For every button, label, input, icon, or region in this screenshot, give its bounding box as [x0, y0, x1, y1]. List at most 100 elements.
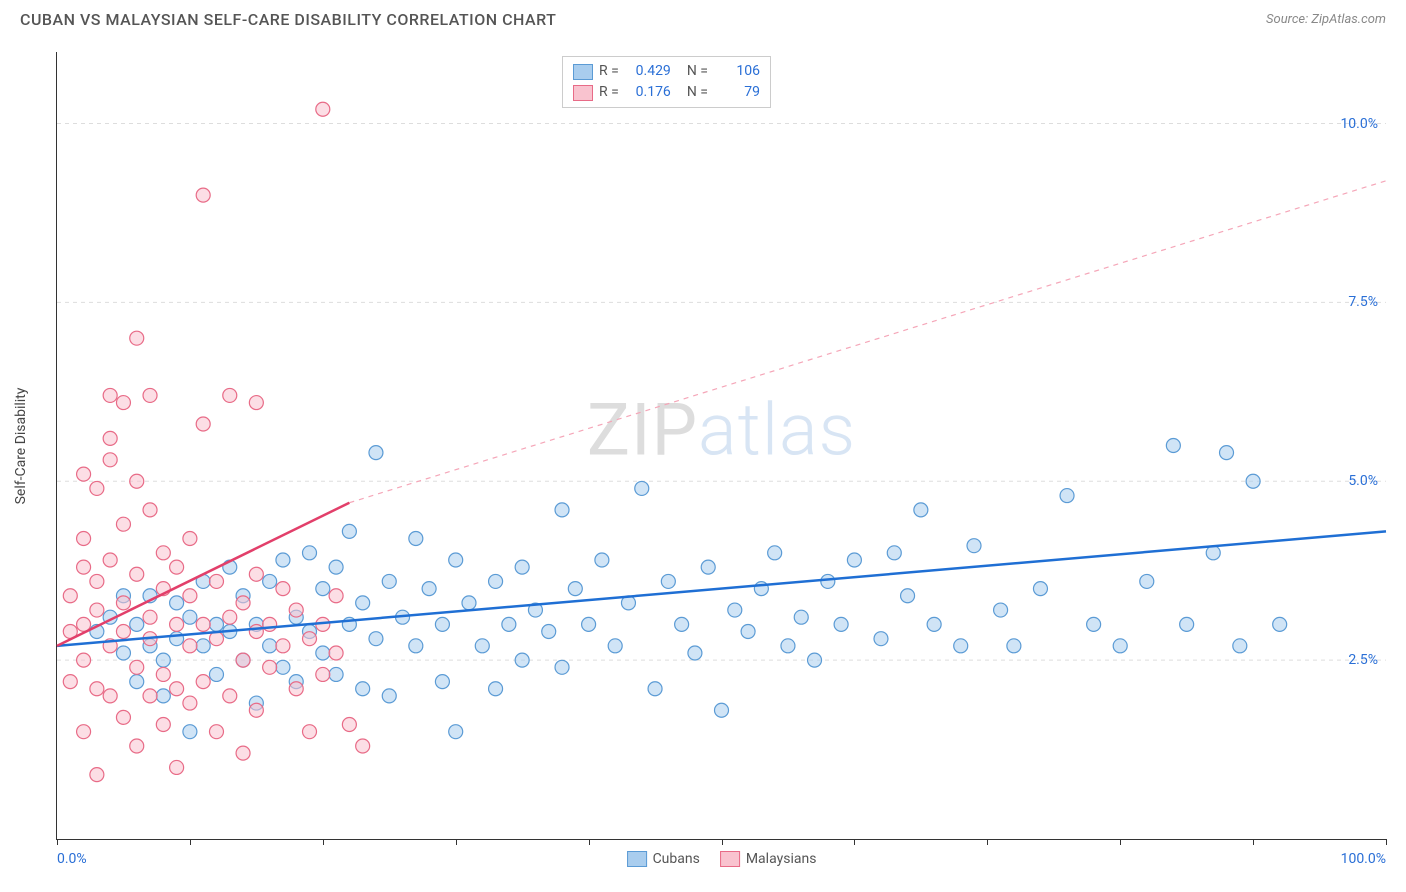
data-point	[103, 388, 117, 402]
data-point	[356, 596, 370, 610]
data-point	[329, 589, 343, 603]
data-point	[276, 639, 290, 653]
data-point	[156, 667, 170, 681]
data-point	[90, 682, 104, 696]
series-label: Malaysians	[746, 851, 817, 867]
data-point	[116, 596, 130, 610]
data-point	[555, 660, 569, 674]
data-point	[196, 639, 210, 653]
legend-swatch	[573, 85, 593, 101]
data-point	[77, 725, 91, 739]
data-point	[249, 625, 263, 639]
data-point	[116, 646, 130, 660]
data-point	[475, 639, 489, 653]
data-point	[276, 582, 290, 596]
data-point	[728, 603, 742, 617]
x-tick	[190, 839, 191, 845]
data-point	[196, 617, 210, 631]
data-point	[103, 453, 117, 467]
data-point	[369, 632, 383, 646]
data-point	[449, 725, 463, 739]
data-point	[821, 574, 835, 588]
data-point	[608, 639, 622, 653]
data-point	[1087, 617, 1101, 631]
x-tick	[57, 839, 58, 845]
data-point	[874, 632, 888, 646]
data-point	[249, 567, 263, 581]
data-point	[103, 431, 117, 445]
data-point	[130, 474, 144, 488]
data-point	[209, 725, 223, 739]
data-point	[289, 603, 303, 617]
x-tick	[1120, 839, 1121, 845]
data-point	[209, 574, 223, 588]
data-point	[289, 682, 303, 696]
data-point	[249, 396, 263, 410]
data-point	[236, 596, 250, 610]
data-point	[103, 553, 117, 567]
data-point	[847, 553, 861, 567]
data-point	[143, 388, 157, 402]
data-point	[170, 596, 184, 610]
data-point	[435, 675, 449, 689]
data-point	[77, 560, 91, 574]
data-point	[223, 388, 237, 402]
x-min-label: 0.0%	[57, 851, 87, 867]
data-point	[170, 560, 184, 574]
data-point	[276, 660, 290, 674]
data-point	[316, 667, 330, 681]
data-point	[648, 682, 662, 696]
data-point	[435, 617, 449, 631]
n-label: N =	[687, 61, 708, 82]
data-point	[1180, 617, 1194, 631]
data-point	[1007, 639, 1021, 653]
chart-title: CUBAN VS MALAYSIAN SELF-CARE DISABILITY …	[20, 10, 556, 29]
data-point	[130, 675, 144, 689]
data-point	[887, 546, 901, 560]
r-label: R =	[599, 82, 619, 103]
data-point	[143, 689, 157, 703]
data-point	[183, 725, 197, 739]
data-point	[1246, 474, 1260, 488]
data-point	[808, 653, 822, 667]
data-point	[316, 582, 330, 596]
data-point	[130, 660, 144, 674]
legend-swatch	[573, 64, 593, 80]
data-point	[967, 539, 981, 553]
data-point	[77, 653, 91, 667]
data-point	[1113, 639, 1127, 653]
data-point	[263, 617, 277, 631]
data-point	[741, 625, 755, 639]
series-legend-item: Cubans	[627, 851, 700, 867]
data-point	[914, 503, 928, 517]
data-point	[502, 617, 516, 631]
data-point	[901, 589, 915, 603]
data-point	[1033, 582, 1047, 596]
data-point	[116, 710, 130, 724]
data-point	[303, 632, 317, 646]
data-point	[249, 703, 263, 717]
data-point	[954, 639, 968, 653]
legend-row: R =0.429N =106	[573, 61, 760, 82]
data-point	[183, 532, 197, 546]
x-tick	[1253, 839, 1254, 845]
data-point	[130, 739, 144, 753]
source-label: Source: ZipAtlas.com	[1266, 12, 1386, 27]
data-point	[329, 646, 343, 660]
data-point	[90, 603, 104, 617]
data-point	[781, 639, 795, 653]
x-max-label: 100.0%	[1341, 851, 1386, 867]
data-point	[196, 188, 210, 202]
correlation-legend: R =0.429N =106R =0.176N =79	[562, 56, 771, 108]
data-point	[515, 560, 529, 574]
data-point	[183, 610, 197, 624]
data-point	[1140, 574, 1154, 588]
data-point	[994, 603, 1008, 617]
data-point	[409, 532, 423, 546]
series-legend-item: Malaysians	[720, 851, 817, 867]
data-point	[356, 739, 370, 753]
data-point	[156, 718, 170, 732]
data-point	[1220, 446, 1234, 460]
data-point	[382, 574, 396, 588]
data-point	[422, 582, 436, 596]
